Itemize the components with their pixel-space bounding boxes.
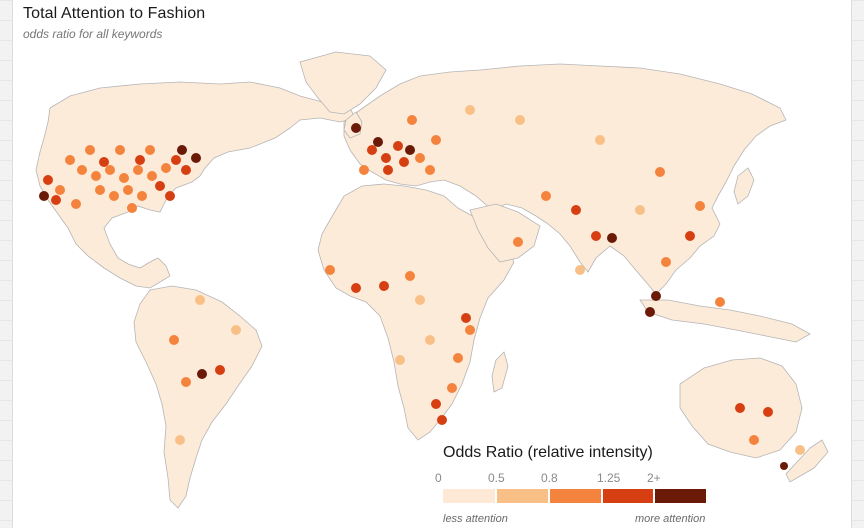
landmass-new-zealand [785,439,829,483]
legend-swatch-2 [497,489,548,503]
legend-tick-0: 0 [435,471,442,485]
legend-swatch-4 [603,489,653,503]
legend-swatch-1 [443,489,495,503]
landmass-greenland [299,51,387,115]
landmass-indonesia [639,299,811,343]
legend-tick-0-5: 0.5 [488,471,505,485]
legend-swatch-5 [655,489,706,503]
legend-less-label: less attention [443,513,508,525]
legend-more-label: more attention [635,513,706,525]
landmass-north-america [35,81,356,289]
map-title: Total Attention to Fashion [23,5,206,22]
landmass-eurasia [343,63,787,295]
legend-tick-1-25: 1.25 [597,471,621,485]
landmass-madagascar [491,351,509,393]
legend-swatch-3 [550,489,601,503]
attention-dots [39,105,805,470]
legend-tick-0-8: 0.8 [541,471,558,485]
map-subtitle: odds ratio for all keywords [23,27,163,41]
landmass-south-america [133,285,263,509]
landmass-japan [733,167,755,205]
landmass-arabia [469,203,541,263]
legend-title: Odds Ratio (relative intensity) [443,444,653,461]
legend-tick-2-plus: 2+ [647,471,661,485]
landmass-africa [317,183,515,441]
